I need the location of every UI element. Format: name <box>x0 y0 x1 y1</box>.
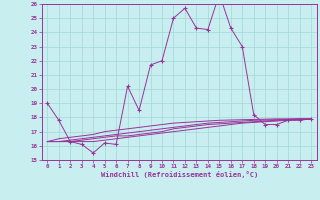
X-axis label: Windchill (Refroidissement éolien,°C): Windchill (Refroidissement éolien,°C) <box>100 171 258 178</box>
